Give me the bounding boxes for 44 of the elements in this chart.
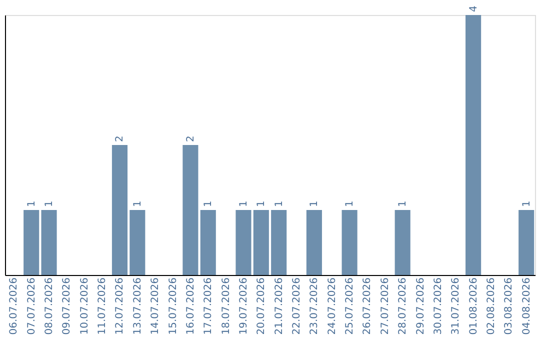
x-tick-label: 03.08.2026 <box>504 278 515 335</box>
x-tick-label: 25.07.2026 <box>344 278 356 335</box>
x-tick-label: 01.08.2026 <box>468 278 480 335</box>
x-tick-label: 08.07.2026 <box>44 278 56 335</box>
data-label: 1 <box>309 200 320 207</box>
data-label: 1 <box>274 200 285 207</box>
x-tick-label: 20.07.2026 <box>256 278 268 335</box>
data-label: 1 <box>132 200 144 207</box>
x-tick-label: 09.07.2026 <box>62 278 73 335</box>
data-label: 1 <box>26 200 38 207</box>
x-tick-label: 02.08.2026 <box>486 278 497 335</box>
data-label: 1 <box>256 200 268 207</box>
x-tick-label: 13.07.2026 <box>132 278 144 335</box>
x-tick-label: 16.07.2026 <box>185 278 196 335</box>
x-tick-label: 24.07.2026 <box>326 278 338 335</box>
x-tick-label: 04.08.2026 <box>521 278 532 335</box>
x-tick-label: 18.07.2026 <box>220 278 232 335</box>
x-tick-label: 06.07.2026 <box>8 278 20 335</box>
data-label: 2 <box>185 136 196 142</box>
x-tick-label: 31.07.2026 <box>450 278 462 335</box>
x-tick-label: 28.07.2026 <box>398 278 409 335</box>
x-tick-label: 26.07.2026 <box>362 278 374 335</box>
x-tick-label: 23.07.2026 <box>309 278 320 335</box>
x-tick-label: 11.07.2026 <box>97 278 108 335</box>
data-label: 1 <box>238 200 250 207</box>
data-label: 1 <box>521 200 532 207</box>
data-label: 4 <box>468 6 480 12</box>
x-tick-label: 07.07.2026 <box>26 278 38 335</box>
data-label: 2 <box>114 136 126 142</box>
x-tick-label: 30.07.2026 <box>432 278 444 335</box>
x-tick-label: 17.07.2026 <box>203 278 214 335</box>
x-tick-label: 14.07.2026 <box>150 278 162 335</box>
x-tick-label: 19.07.2026 <box>238 278 250 335</box>
data-label: 1 <box>203 200 214 207</box>
x-tick-label: 15.07.2026 <box>168 278 179 335</box>
x-tick-label: 10.07.2026 <box>79 278 90 335</box>
data-label: 1 <box>44 200 56 207</box>
data-label: 1 <box>344 200 356 207</box>
x-tick-label: 12.07.2026 <box>114 278 126 335</box>
x-tick-label: 21.07.2026 <box>274 278 285 335</box>
x-tick-label: 29.07.2026 <box>415 278 426 335</box>
x-tick-label: 22.07.2026 <box>292 278 303 335</box>
x-tick-label: 27.07.2026 <box>380 278 391 335</box>
data-label: 1 <box>398 200 409 207</box>
